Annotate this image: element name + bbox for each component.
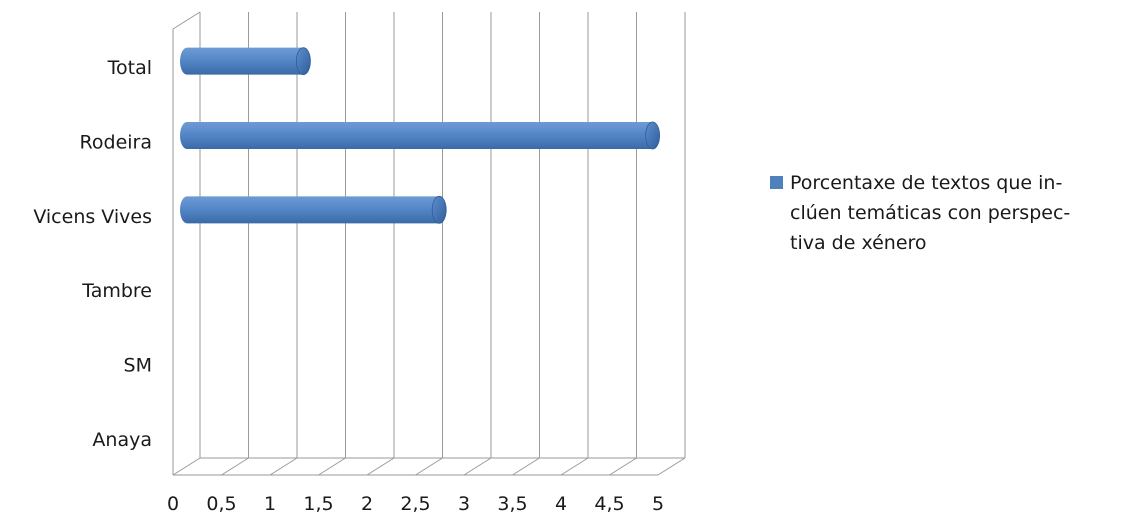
x-tick-label-8: 4	[555, 493, 567, 515]
floor-gridline-0	[172, 457, 201, 476]
category-label-rodeira: Rodeira	[80, 132, 152, 154]
floor-gridline-6	[463, 457, 492, 476]
legend-label-line-1: Porcentaxe de textos que in-	[790, 172, 1062, 194]
side-wall-top-edge	[172, 11, 201, 30]
x-tick-labels: 0 0,5 1 1,5 2 2,5 3 3,5 4 4,5 5	[167, 493, 664, 515]
floor-gridline-1	[221, 457, 249, 476]
bars	[180, 47, 660, 224]
category-label-anaya: Anaya	[92, 429, 152, 451]
category-label-sm: SM	[124, 355, 152, 377]
bar-rodeira	[180, 121, 660, 150]
floor-gridline-5	[415, 457, 443, 476]
x-tick-label-0: 0	[167, 493, 179, 515]
bar-body	[180, 47, 311, 75]
floor-gridline-9	[609, 457, 637, 476]
floor-gridline-4	[366, 457, 395, 476]
x-tick-label-3: 1,5	[303, 493, 333, 515]
floor-gridline-3	[318, 457, 346, 476]
bar-body	[180, 196, 447, 224]
legend-label-line-2: clúen temáticas con perspec-	[790, 202, 1070, 224]
legend: Porcentaxe de textos que in- clúen temát…	[770, 172, 1070, 254]
x-tick-label-10: 5	[652, 493, 664, 515]
floor-gridline-10	[657, 457, 686, 476]
x-tick-label-1: 0,5	[206, 493, 236, 515]
bar-total	[180, 47, 311, 76]
bar-end-cap	[295, 47, 311, 76]
bar-end-cap	[431, 195, 447, 224]
bar-body	[180, 122, 660, 149]
floor-gridline-7	[512, 457, 540, 476]
x-tick-label-4: 2	[361, 493, 373, 515]
legend-label-line-3: tiva de xénero	[790, 232, 927, 254]
floor-gridline-2	[269, 457, 298, 476]
floor-gridline-8	[560, 457, 589, 476]
bar-end-cap	[645, 121, 660, 150]
x-tick-label-5: 2,5	[400, 493, 430, 515]
category-labels: Anaya SM Tambre Vicens Vives Rodeira Total	[33, 57, 152, 451]
category-label-total: Total	[107, 57, 152, 79]
x-tick-label-9: 4,5	[594, 493, 624, 515]
x-tick-label-6: 3	[458, 493, 470, 515]
category-label-vicens-vives: Vicens Vives	[33, 206, 152, 228]
category-label-tambre: Tambre	[81, 280, 152, 302]
x-tick-label-2: 1	[264, 493, 276, 515]
gridlines	[172, 11, 686, 476]
legend-swatch	[770, 176, 783, 189]
x-tick-label-7: 3,5	[497, 493, 527, 515]
bar-vicens-vives	[180, 195, 447, 224]
